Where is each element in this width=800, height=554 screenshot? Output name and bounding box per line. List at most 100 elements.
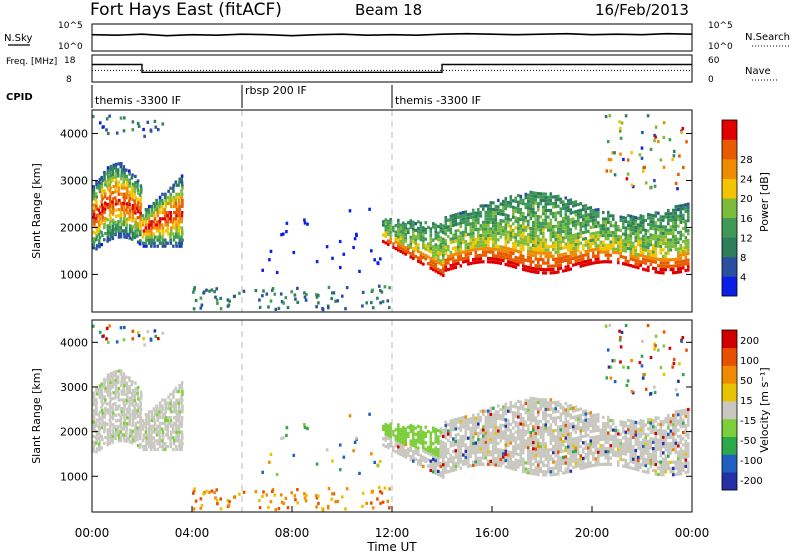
- power-cell: [427, 262, 430, 266]
- power-cell: [100, 221, 103, 225]
- velocity-cell: [519, 403, 523, 407]
- power-cell: [122, 129, 126, 133]
- velocity-cell: [557, 425, 560, 429]
- power-cell: [514, 236, 518, 240]
- velocity-cell: [434, 449, 438, 453]
- velocity-cell: [569, 422, 573, 426]
- power-cell: [103, 225, 106, 230]
- power-cell: [454, 213, 458, 217]
- velocity-cell: [512, 417, 515, 421]
- velocity-cell: [484, 428, 488, 432]
- power-cell: [158, 204, 161, 209]
- power-cell: [459, 215, 463, 219]
- velocity-cell: [147, 416, 151, 420]
- power-cell: [497, 261, 500, 265]
- velocity-cell: [522, 419, 525, 424]
- velocity-cell: [92, 440, 96, 444]
- velocity-cell: [136, 394, 140, 398]
- velocity-cell: [153, 410, 157, 414]
- power-cell: [133, 190, 137, 194]
- velocity-cell: [178, 430, 181, 434]
- power-cell: [559, 197, 563, 201]
- velocity-cell: [303, 423, 306, 427]
- power-cell: [116, 201, 120, 206]
- power-cell: [679, 217, 683, 221]
- velocity-cell: [584, 465, 588, 469]
- power-cell: [439, 236, 443, 240]
- power-cell: [492, 247, 495, 251]
- velocity-cell: [622, 445, 625, 449]
- velocity-cell: [554, 438, 558, 442]
- velocity-cell: [629, 419, 633, 423]
- power-cell: [109, 232, 112, 236]
- velocity-cell: [492, 413, 495, 417]
- power-cell: [119, 226, 123, 230]
- power-cell: [532, 220, 535, 224]
- power-cell: [432, 268, 435, 272]
- velocity-cell: [549, 435, 553, 439]
- velocity-cell: [512, 420, 515, 424]
- velocity-cell: [164, 433, 168, 437]
- power-cell: [371, 306, 375, 310]
- velocity-cell: [504, 427, 508, 431]
- power-cell: [552, 264, 555, 268]
- velocity-cell: [424, 434, 428, 439]
- power-cell: [125, 193, 129, 197]
- velocity-cell: [492, 453, 495, 457]
- velocity-cell: [634, 436, 638, 440]
- power-cell: [479, 204, 483, 208]
- power-cell: [584, 236, 588, 241]
- velocity-cell: [397, 448, 400, 452]
- power-cell: [457, 212, 460, 216]
- power-cell: [139, 224, 142, 228]
- power-cell: [479, 237, 483, 241]
- power-cell: [537, 257, 540, 261]
- power-cell: [164, 192, 167, 196]
- power-cell: [163, 244, 167, 248]
- power-cell: [619, 215, 623, 219]
- power-cell: [409, 242, 413, 246]
- power-cell: [145, 211, 148, 215]
- velocity-cell: [492, 406, 495, 410]
- power-cell: [662, 135, 666, 139]
- velocity-cell: [130, 383, 134, 387]
- power-cell: [659, 215, 663, 219]
- velocity-cell: [109, 383, 112, 387]
- velocity-cell: [145, 433, 148, 437]
- velocity-cell: [614, 431, 618, 436]
- velocity-cell: [128, 419, 131, 424]
- velocity-cell: [399, 430, 403, 435]
- power-cell: [452, 220, 455, 224]
- power-cell: [290, 290, 293, 294]
- velocity-cell: [567, 410, 570, 414]
- velocity-cell: [507, 440, 510, 444]
- power-cell: [539, 202, 543, 206]
- velocity-cell: [487, 440, 490, 444]
- power-cell: [472, 228, 475, 232]
- velocity-cell: [457, 461, 460, 465]
- power-cell: [629, 231, 633, 235]
- velocity-cell: [439, 455, 443, 459]
- power-cell: [607, 227, 610, 231]
- velocity-cell: [479, 450, 483, 454]
- velocity-cell: [120, 383, 123, 387]
- power-cell: [629, 254, 633, 258]
- velocity-cell: [477, 425, 480, 429]
- power-cell: [336, 299, 339, 303]
- power-cell: [444, 262, 448, 266]
- power-cell: [477, 254, 480, 258]
- velocity-cell: [532, 462, 535, 466]
- power-cell: [613, 173, 617, 177]
- velocity-cell: [109, 415, 112, 419]
- power-cell: [614, 237, 618, 241]
- power-cell: [594, 238, 598, 242]
- power-cell: [172, 220, 175, 224]
- power-cell: [123, 235, 126, 239]
- velocity-cell: [128, 385, 131, 389]
- power-cell: [399, 246, 403, 250]
- power-cell: [532, 207, 535, 211]
- power-cell: [624, 262, 628, 266]
- velocity-cell: [92, 446, 95, 450]
- velocity-cell: [469, 439, 473, 443]
- velocity-cell: [98, 410, 102, 414]
